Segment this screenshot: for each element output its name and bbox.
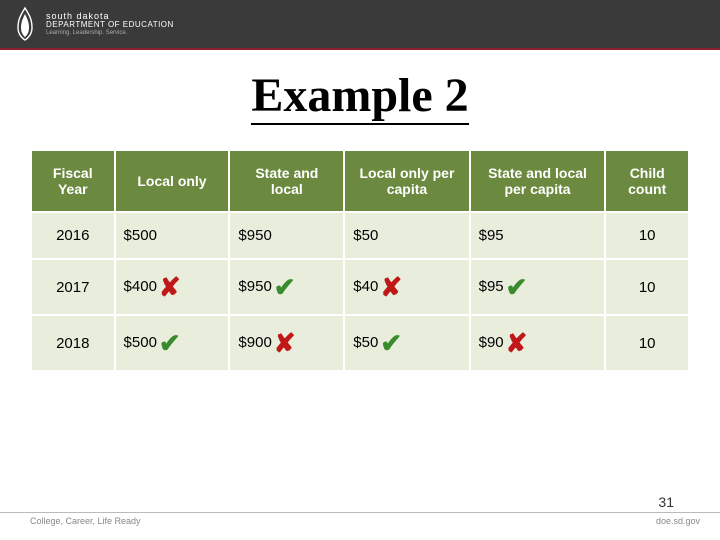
- col-local-only: Local only: [115, 150, 230, 212]
- flame-icon: [12, 6, 38, 42]
- header-bar: south dakota DEPARTMENT OF EDUCATION Lea…: [0, 0, 720, 48]
- cell-value: 10: [639, 227, 656, 244]
- table-row: 2017$400✘$950✔$40✘$95✔10: [31, 259, 689, 315]
- cell-child-count: 10: [605, 212, 689, 259]
- col-local-pc: Local only per capita: [344, 150, 469, 212]
- cell-local-only: $500: [115, 212, 230, 259]
- cell-local-pc: $50✔: [344, 315, 469, 371]
- cell-state-local: $950✔: [229, 259, 344, 315]
- footer-bar: College, Career, Life Ready doe.sd.gov: [0, 512, 720, 532]
- cell-value: $500: [124, 334, 157, 351]
- table-body: 2016$500$950$50$95102017$400✘$950✔$40✘$9…: [31, 212, 689, 371]
- cell-year: 2018: [31, 315, 115, 371]
- cell-value: 2018: [56, 335, 89, 352]
- page-number: 31: [658, 494, 674, 510]
- cell-local-pc: $40✘: [344, 259, 469, 315]
- cell-value: $90: [479, 334, 504, 351]
- check-icon: ✔: [159, 330, 181, 356]
- check-icon: ✔: [506, 274, 528, 300]
- col-state-local-pc: State and local per capita: [470, 150, 606, 212]
- footer-left: College, Career, Life Ready: [30, 516, 141, 532]
- cell-state-local-pc: $90✘: [470, 315, 606, 371]
- check-icon: ✔: [380, 330, 402, 356]
- cell-state-local-pc: $95✔: [470, 259, 606, 315]
- cell-value: 10: [639, 335, 656, 352]
- table-row: 2018$500✔$900✘$50✔$90✘10: [31, 315, 689, 371]
- brand-text: south dakota DEPARTMENT OF EDUCATION Lea…: [46, 12, 174, 36]
- cell-year: 2016: [31, 212, 115, 259]
- cross-icon: ✘: [506, 330, 528, 356]
- check-icon: ✔: [274, 274, 296, 300]
- cell-value: $50: [353, 334, 378, 351]
- cell-value: $40: [353, 278, 378, 295]
- cross-icon: ✘: [380, 274, 402, 300]
- cell-value: 2016: [56, 227, 89, 244]
- col-state-local: State and local: [229, 150, 344, 212]
- cross-icon: ✘: [274, 330, 296, 356]
- cell-value: $900: [238, 334, 271, 351]
- cell-local-pc: $50: [344, 212, 469, 259]
- cell-state-local-pc: $95: [470, 212, 606, 259]
- cell-value: $95: [479, 278, 504, 295]
- cross-icon: ✘: [159, 274, 181, 300]
- cell-local-only: $500✔: [115, 315, 230, 371]
- footer-right: doe.sd.gov: [656, 516, 700, 532]
- table-row: 2016 $500 $950 $50 $95 10: [31, 212, 689, 259]
- brand-line2: DEPARTMENT OF EDUCATION: [46, 21, 174, 29]
- cell-value: $950: [238, 227, 271, 244]
- col-fiscal-year: Fiscal Year: [31, 150, 115, 212]
- brand-logo: south dakota DEPARTMENT OF EDUCATION Lea…: [12, 6, 174, 42]
- data-table: Fiscal Year Local only State and local L…: [30, 149, 690, 372]
- slide-title: Example 2: [251, 68, 468, 125]
- col-child-count: Child count: [605, 150, 689, 212]
- cell-value: $95: [479, 227, 504, 244]
- brand-line3: Learning. Leadership. Service.: [46, 30, 174, 36]
- cell-year: 2017: [31, 259, 115, 315]
- cell-local-only: $400✘: [115, 259, 230, 315]
- cell-child-count: 10: [605, 259, 689, 315]
- cell-value: 10: [639, 279, 656, 296]
- cell-state-local: $900✘: [229, 315, 344, 371]
- cell-value: $500: [124, 227, 157, 244]
- cell-state-local: $950: [229, 212, 344, 259]
- cell-value: 2017: [56, 279, 89, 296]
- cell-child-count: 10: [605, 315, 689, 371]
- cell-value: $400: [124, 278, 157, 295]
- table-header-row: Fiscal Year Local only State and local L…: [31, 150, 689, 212]
- cell-value: $950: [238, 278, 271, 295]
- cell-value: $50: [353, 227, 378, 244]
